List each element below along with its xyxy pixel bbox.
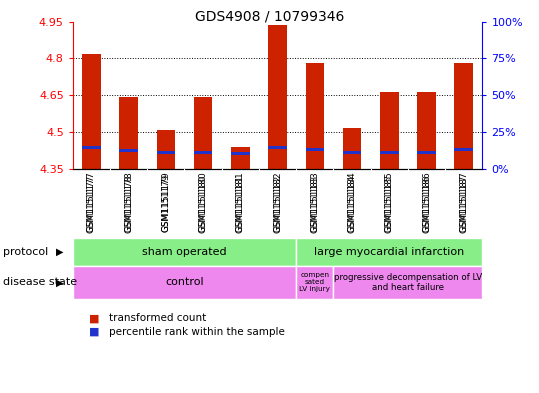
Bar: [454, 148, 473, 151]
Bar: [417, 151, 436, 154]
Bar: [268, 146, 287, 149]
Bar: [73, 266, 296, 299]
Text: GSM1151179: GSM1151179: [161, 171, 170, 232]
Text: GSM1151179: GSM1151179: [161, 174, 170, 232]
Text: large myocardial infarction: large myocardial infarction: [314, 247, 465, 257]
Text: ■: ■: [89, 327, 99, 337]
Bar: [306, 148, 324, 151]
Bar: [380, 92, 399, 169]
Text: compen
sated
LV injury: compen sated LV injury: [299, 272, 330, 292]
Text: percentile rank within the sample: percentile rank within the sample: [109, 327, 285, 337]
Text: ▶: ▶: [56, 277, 63, 287]
Text: GSM1151185: GSM1151185: [385, 174, 394, 233]
Bar: [194, 151, 212, 154]
Text: ▶: ▶: [56, 247, 63, 257]
Text: disease state: disease state: [3, 277, 77, 287]
Bar: [343, 151, 361, 154]
Text: control: control: [165, 277, 204, 287]
Bar: [119, 149, 138, 152]
Bar: [296, 238, 482, 266]
Text: GDS4908 / 10799346: GDS4908 / 10799346: [195, 10, 344, 24]
Text: GSM1151182: GSM1151182: [273, 171, 282, 232]
Text: GSM1151183: GSM1151183: [310, 171, 319, 232]
Text: GSM1151184: GSM1151184: [348, 174, 357, 233]
Bar: [268, 25, 287, 169]
Bar: [417, 92, 436, 169]
Text: GSM1151187: GSM1151187: [459, 171, 468, 232]
Text: ■: ■: [89, 313, 99, 323]
Text: GSM1151181: GSM1151181: [236, 171, 245, 232]
Text: GSM1151187: GSM1151187: [459, 174, 468, 233]
Bar: [194, 97, 212, 169]
Bar: [343, 129, 361, 169]
Text: sham operated: sham operated: [142, 247, 227, 257]
Text: GSM1151178: GSM1151178: [124, 174, 133, 233]
Bar: [82, 146, 101, 149]
Text: GSM1151186: GSM1151186: [422, 171, 431, 232]
Bar: [454, 63, 473, 169]
Bar: [156, 130, 175, 169]
Text: GSM1151183: GSM1151183: [310, 174, 319, 233]
Text: progressive decompensation of LV
and heart failure: progressive decompensation of LV and hea…: [334, 273, 482, 292]
Bar: [119, 97, 138, 169]
Bar: [82, 53, 101, 169]
Text: protocol: protocol: [3, 247, 48, 257]
Text: GSM1151178: GSM1151178: [124, 171, 133, 232]
Text: transformed count: transformed count: [109, 313, 206, 323]
Bar: [334, 266, 482, 299]
Text: GSM1151186: GSM1151186: [422, 174, 431, 233]
Bar: [296, 266, 334, 299]
Bar: [306, 63, 324, 169]
Text: GSM1151181: GSM1151181: [236, 174, 245, 233]
Bar: [73, 238, 296, 266]
Text: GSM1151180: GSM1151180: [198, 174, 208, 233]
Bar: [156, 151, 175, 154]
Text: GSM1151185: GSM1151185: [385, 171, 394, 232]
Text: GSM1151177: GSM1151177: [87, 171, 96, 232]
Bar: [231, 152, 250, 155]
Text: GSM1151184: GSM1151184: [348, 171, 357, 232]
Text: GSM1151180: GSM1151180: [198, 171, 208, 232]
Text: GSM1151177: GSM1151177: [87, 174, 96, 233]
Text: GSM1151182: GSM1151182: [273, 174, 282, 233]
Bar: [380, 151, 399, 154]
Bar: [231, 147, 250, 169]
